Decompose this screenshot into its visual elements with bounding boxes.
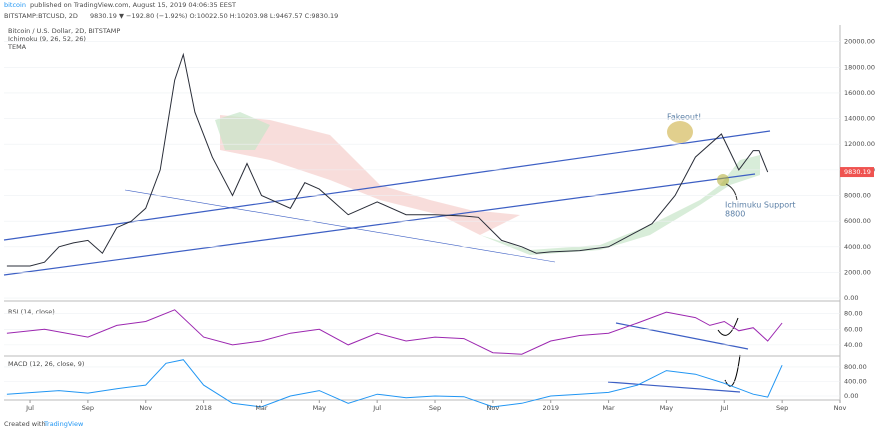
x-tick-label: Mar <box>255 404 268 412</box>
main-title: Bitcoin / U.S. Dollar, 2D, BITSTAMP <box>8 27 120 35</box>
symbol: BITSTAMP:BTCUSD, 2D <box>4 12 78 20</box>
y-tick-label: 14000.00 <box>844 115 875 123</box>
projection <box>717 317 739 336</box>
footer: Created with <box>4 420 46 428</box>
y-tick-label: 60.00 <box>844 325 863 333</box>
x-tick-label: Jul <box>25 404 34 412</box>
y-tick-label: 2000.00 <box>844 268 871 276</box>
y-tick-label: 0.00 <box>844 294 858 302</box>
y-tick-label: 6000.00 <box>844 217 871 225</box>
cloud <box>220 115 520 235</box>
cloud <box>480 155 760 255</box>
rsi-title: RSI (14, close) <box>8 308 55 316</box>
x-tick-label: Sep <box>776 404 788 412</box>
footer-brand[interactable]: TradingView <box>43 420 84 428</box>
x-tick-label: 2019 <box>542 404 559 412</box>
last-price-label: 9830.19 <box>844 168 871 176</box>
y-tick-label: 40.00 <box>844 341 863 349</box>
projection <box>724 354 741 387</box>
x-tick-label: Nov <box>139 404 152 412</box>
y-tick-label: 800.00 <box>844 363 867 371</box>
x-tick-label: Nov <box>834 404 847 412</box>
series-line <box>6 359 783 408</box>
y-tick-label: 8000.00 <box>844 192 871 200</box>
y-tick-label: 0.00 <box>844 392 858 400</box>
y-tick-label: 400.00 <box>844 377 867 385</box>
indicator: Ichimoku (9, 26, 52, 26) <box>8 35 86 43</box>
arrow <box>725 183 738 201</box>
x-tick-label: May <box>660 404 674 412</box>
trendline <box>124 189 556 263</box>
trendline <box>3 130 771 241</box>
trendline <box>607 381 741 393</box>
y-tick-label: 12000.00 <box>844 140 875 148</box>
x-tick-label: Jul <box>372 404 381 412</box>
trendline <box>3 173 756 276</box>
quote: 9830.19 ▼ −192.80 (−1.92%) O:10022.50 H:… <box>90 12 338 20</box>
highlight <box>717 174 729 186</box>
series-line <box>6 309 783 355</box>
x-tick-label: May <box>313 404 327 412</box>
y-tick-label: 20000.00 <box>844 38 875 46</box>
drawings <box>3 112 771 393</box>
annotation: Ichimuku Support <box>725 201 796 210</box>
publisher[interactable]: bitcoin <box>4 1 26 9</box>
y-tick-label: 18000.00 <box>844 63 875 71</box>
x-tick-label: Jul <box>719 404 728 412</box>
x-tick-label: Nov <box>487 404 500 412</box>
indicator: TEMA <box>7 43 27 51</box>
published: published on TradingView.com, August 15,… <box>30 1 236 9</box>
highlight <box>667 121 693 143</box>
cloud <box>215 112 270 150</box>
y-tick-label: 80.00 <box>844 310 863 318</box>
x-tick-label: Sep <box>429 404 441 412</box>
x-tick-label: 2018 <box>195 404 212 412</box>
annotation: 8800 <box>725 210 745 219</box>
x-tick-label: Mar <box>602 404 615 412</box>
annotation: Fakeout! <box>667 113 701 122</box>
y-tick-label: 4000.00 <box>844 243 871 251</box>
last-price-tag <box>840 167 874 178</box>
y-tick-label: 16000.00 <box>844 89 875 97</box>
series-line <box>6 52 769 267</box>
macd-title: MACD (12, 26, close, 9) <box>8 360 84 368</box>
x-tick-label: Sep <box>82 404 94 412</box>
